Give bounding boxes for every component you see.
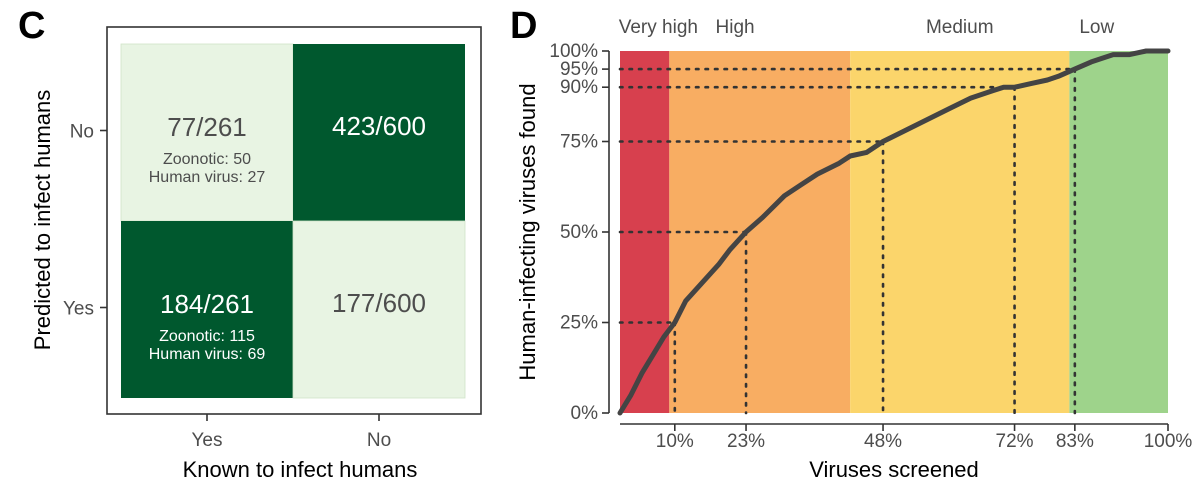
risk-band-very-high <box>620 51 670 413</box>
panel-c-y-tick-label-no: No <box>70 122 94 143</box>
panel-d-x-axis-title: Viruses screened <box>809 457 979 482</box>
panel-d-x-tick-label-100: 100% <box>1144 431 1193 452</box>
panel-d-y-tick-label-90: 90% <box>560 77 598 98</box>
risk-band-medium <box>850 51 1070 413</box>
panel-d-y-tick-label-25: 25% <box>560 313 598 334</box>
cell-detail-yes-yes-0: Zoonotic: 115 <box>159 328 255 345</box>
panel-d-y-axis-title: Human-infecting viruses found <box>515 83 540 380</box>
panel-c-x-tick-label-no: No <box>367 430 391 451</box>
cell-yes-yes <box>121 221 293 398</box>
panel-c-frame <box>106 26 482 415</box>
cell-detail-yes-yes-1: Human virus: 69 <box>149 346 266 363</box>
panel-d-y-tick-label-0: 0% <box>571 403 599 424</box>
panel-d-y-tick-label-75: 75% <box>560 132 598 153</box>
cell-detail-no-yes-0: Zoonotic: 50 <box>163 151 251 168</box>
cell-detail-no-yes-1: Human virus: 27 <box>149 169 266 186</box>
cell-label-no-yes: 77/261 <box>167 112 247 142</box>
panel-d-x-tick-label-83: 83% <box>1056 431 1094 452</box>
panel-c-letter: C <box>18 5 45 47</box>
risk-band-label-low: Low <box>1079 17 1114 38</box>
cell-label-no-no: 423/600 <box>332 111 426 141</box>
panel-d-y-tick-label-100: 100% <box>549 41 598 62</box>
cell-no-yes <box>120 43 294 222</box>
risk-band-label-high: High <box>716 17 755 38</box>
panel-d-x-tick-label-48: 48% <box>864 431 902 452</box>
panel-c-y-axis-title: Predicted to infect humans <box>30 90 55 350</box>
cumulative-discovery-panel: D Very high High Medium Low 0% 25% 50% 75% 90%9… <box>510 5 1192 482</box>
panel-d-letter: D <box>510 5 537 47</box>
cell-label-yes-no: 177/600 <box>332 288 426 318</box>
risk-band-label-very-high: Very high <box>619 17 698 38</box>
cumulative-curve-line <box>617 48 1171 416</box>
panel-d-x-tick-label-72: 72% <box>996 431 1034 452</box>
risk-band-label-medium: Medium <box>926 17 994 38</box>
cell-yes-no <box>292 220 466 399</box>
risk-band-low <box>1069 51 1168 413</box>
panel-d-x-tick-label-23: 23% <box>727 431 765 452</box>
panel-d-y-tick-label-95: 95% <box>560 59 598 80</box>
panel-c-x-axis-title: Known to infect humans <box>183 457 418 482</box>
cell-label-yes-yes: 184/261 <box>160 289 254 319</box>
panel-c-y-tick-label-yes: Yes <box>63 299 94 320</box>
panel-d-x-tick-label-10: 10% <box>656 431 694 452</box>
panel-c-x-tick-label-yes: Yes <box>192 430 223 451</box>
cell-no-no <box>293 44 465 221</box>
panel-d-y-tick-label-50: 50% <box>560 222 598 243</box>
